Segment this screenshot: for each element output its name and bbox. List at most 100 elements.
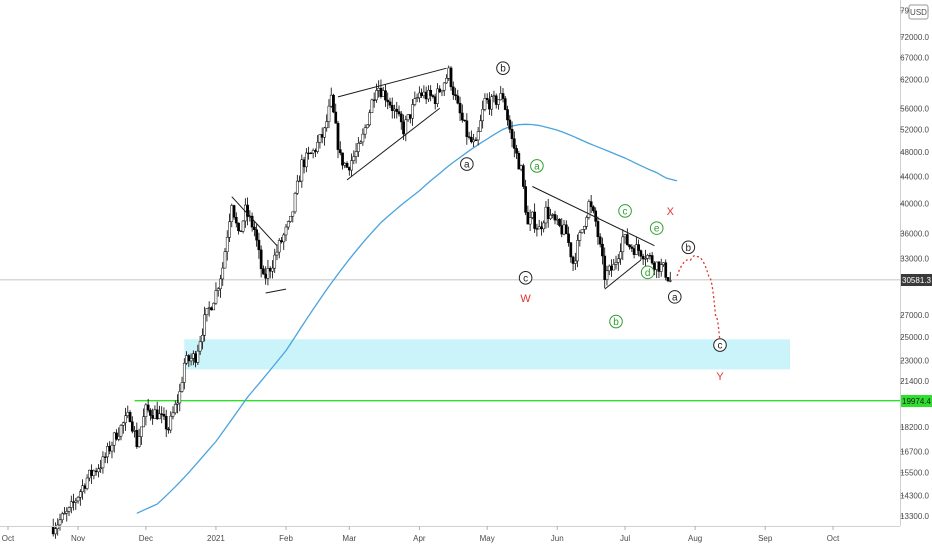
candle[interactable] — [503, 96, 507, 111]
candle[interactable] — [221, 262, 225, 286]
candle[interactable] — [286, 220, 290, 230]
candle[interactable] — [216, 286, 220, 297]
candle[interactable] — [542, 220, 546, 233]
candle[interactable] — [479, 114, 482, 132]
candle[interactable] — [201, 328, 204, 350]
candle[interactable] — [76, 495, 80, 504]
candle[interactable] — [295, 174, 299, 195]
candle[interactable] — [121, 421, 125, 434]
candle[interactable] — [639, 249, 643, 260]
trendline[interactable] — [337, 67, 447, 98]
candle[interactable] — [451, 81, 455, 100]
candle[interactable] — [370, 98, 374, 114]
candle[interactable] — [311, 148, 315, 159]
trendline[interactable] — [532, 186, 655, 247]
candle[interactable] — [198, 335, 202, 355]
candle[interactable] — [228, 213, 231, 242]
candle[interactable] — [250, 212, 254, 232]
candle[interactable] — [467, 131, 471, 140]
candle[interactable] — [628, 244, 631, 250]
candle[interactable] — [646, 253, 650, 263]
candle[interactable] — [549, 208, 552, 221]
candle[interactable] — [85, 474, 89, 491]
currency-label[interactable]: USD — [908, 4, 929, 20]
candle[interactable] — [490, 93, 494, 116]
candle[interactable] — [219, 274, 222, 298]
candle[interactable] — [130, 416, 134, 434]
candle[interactable] — [497, 99, 500, 110]
candle[interactable] — [103, 452, 107, 464]
candle[interactable] — [601, 237, 604, 265]
candle[interactable] — [262, 265, 265, 275]
candle[interactable] — [481, 100, 485, 129]
candle[interactable] — [456, 89, 460, 105]
candle[interactable] — [142, 408, 145, 428]
candle[interactable] — [390, 97, 394, 119]
candle[interactable] — [277, 238, 281, 259]
candle[interactable] — [621, 229, 625, 261]
candle[interactable] — [352, 150, 356, 165]
candle[interactable] — [176, 394, 179, 414]
candle[interactable] — [546, 198, 550, 228]
candle[interactable] — [293, 191, 297, 214]
candle[interactable] — [501, 88, 505, 103]
candle[interactable] — [162, 407, 166, 421]
candle[interactable] — [124, 407, 127, 431]
candle[interactable] — [411, 98, 414, 126]
candle[interactable] — [149, 408, 152, 421]
candle[interactable] — [106, 442, 109, 464]
candle[interactable] — [341, 152, 344, 170]
candle[interactable] — [524, 179, 527, 216]
candle[interactable] — [223, 248, 227, 269]
candle[interactable] — [164, 409, 168, 438]
candle[interactable] — [78, 489, 82, 506]
candle[interactable] — [214, 282, 218, 305]
candle[interactable] — [255, 224, 258, 247]
candle[interactable] — [203, 306, 206, 342]
candle[interactable] — [431, 94, 435, 99]
candle[interactable] — [553, 210, 557, 225]
candle[interactable] — [558, 218, 561, 228]
candle[interactable] — [334, 103, 338, 124]
candle[interactable] — [345, 161, 349, 168]
candle[interactable] — [605, 265, 609, 286]
candle[interactable] — [144, 403, 148, 426]
candle[interactable] — [413, 91, 417, 107]
candle[interactable] — [205, 308, 209, 322]
candle[interactable] — [571, 255, 575, 272]
candle[interactable] — [644, 249, 647, 268]
candle[interactable] — [589, 194, 593, 213]
trendline[interactable] — [265, 288, 287, 294]
candle[interactable] — [356, 137, 360, 158]
candle[interactable] — [327, 99, 331, 129]
candle[interactable] — [137, 428, 141, 448]
candle[interactable] — [63, 507, 66, 515]
candle[interactable] — [117, 427, 121, 442]
candle[interactable] — [99, 459, 103, 473]
candle[interactable] — [363, 124, 367, 139]
candle[interactable] — [246, 197, 249, 226]
candle[interactable] — [533, 203, 536, 233]
time-axis[interactable]: Oct Nov Dec 2021 Feb Mar Apr May Jun Jul Aug Sep Oct — [2, 526, 840, 543]
candle[interactable] — [442, 82, 446, 97]
candle[interactable] — [182, 358, 186, 390]
candle[interactable] — [664, 259, 668, 281]
candle[interactable] — [97, 464, 100, 478]
candle[interactable] — [580, 229, 584, 234]
candle[interactable] — [578, 230, 582, 247]
candle[interactable] — [616, 253, 620, 271]
candle[interactable] — [237, 222, 240, 235]
candle[interactable] — [619, 243, 622, 265]
candle[interactable] — [212, 302, 216, 311]
candle[interactable] — [359, 140, 362, 144]
candle[interactable] — [630, 244, 634, 253]
candle[interactable] — [587, 199, 591, 220]
candle[interactable] — [512, 131, 516, 158]
candle[interactable] — [483, 93, 487, 112]
candle[interactable] — [336, 120, 340, 159]
candle[interactable] — [169, 411, 173, 434]
trendline[interactable] — [231, 196, 278, 246]
candle[interactable] — [637, 239, 640, 257]
candle[interactable] — [474, 137, 478, 141]
candle[interactable] — [65, 507, 69, 522]
